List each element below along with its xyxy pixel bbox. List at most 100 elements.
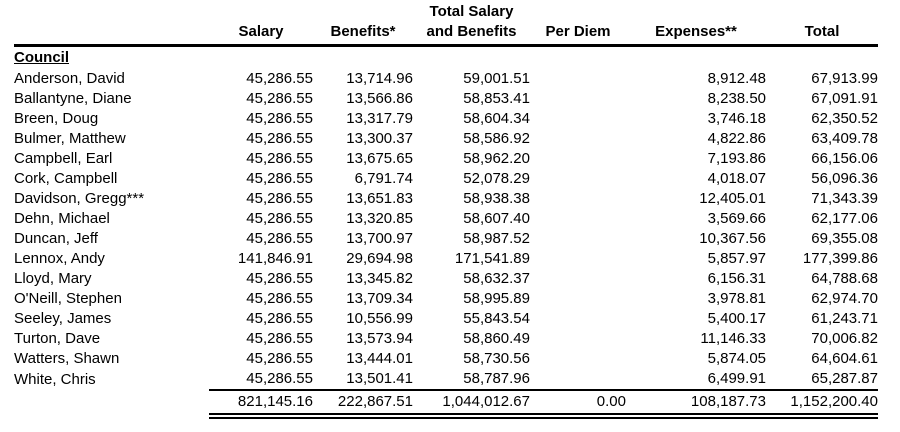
cell-name: Breen, Doug xyxy=(14,110,99,127)
cell-benefits: 13,345.82 xyxy=(346,270,413,287)
table-row: Seeley, James 45,286.55 10,556.99 55,843… xyxy=(14,309,878,329)
cell-expenses: 5,874.05 xyxy=(707,350,766,367)
cell-totals-total-salary-benefits: 1,044,012.67 xyxy=(413,389,530,419)
group-label: Council xyxy=(14,49,69,66)
cell-benefits: 13,566.86 xyxy=(346,90,413,107)
table-row: Bulmer, Matthew 45,286.55 13,300.37 58,5… xyxy=(14,129,878,149)
cell-benefits: 13,709.34 xyxy=(346,290,413,307)
table-header: Total Salary Salary Benefits* and Benefi… xyxy=(14,2,878,47)
cell-expenses: 3,569.66 xyxy=(707,210,766,227)
cell-salary: 45,286.55 xyxy=(246,190,313,207)
cell-per-diem xyxy=(530,129,626,149)
cell-per-diem xyxy=(530,149,626,169)
cell-total-salary-benefits: 58,962.20 xyxy=(463,150,530,167)
cell-benefits: 13,700.97 xyxy=(346,230,413,247)
cell-total: 67,091.91 xyxy=(811,90,878,107)
cell-per-diem xyxy=(530,189,626,209)
header-total-salary-line1: Total Salary xyxy=(429,3,514,20)
cell-per-diem xyxy=(530,369,626,390)
cell-total: 70,006.82 xyxy=(811,330,878,347)
group-row-council: Council xyxy=(14,46,878,70)
cell-totals-salary: 821,145.16 xyxy=(209,389,313,419)
table-row: Watters, Shawn 45,286.55 13,444.01 58,73… xyxy=(14,349,878,369)
cell-name: Seeley, James xyxy=(14,310,112,327)
cell-expenses: 12,405.01 xyxy=(699,190,766,207)
cell-expenses: 8,238.50 xyxy=(707,90,766,107)
cell-name: Dehn, Michael xyxy=(14,210,110,227)
table-row: Duncan, Jeff 45,286.55 13,700.97 58,987.… xyxy=(14,229,878,249)
cell-salary: 45,286.55 xyxy=(246,330,313,347)
cell-salary: 45,286.55 xyxy=(246,370,313,387)
cell-totals-total: 1,152,200.40 xyxy=(766,389,878,419)
table-row: White, Chris 45,286.55 13,501.41 58,787.… xyxy=(14,369,878,390)
cell-salary: 45,286.55 xyxy=(246,270,313,287)
cell-benefits: 13,714.96 xyxy=(346,70,413,87)
table-row: Lloyd, Mary 45,286.55 13,345.82 58,632.3… xyxy=(14,269,878,289)
cell-name: Ballantyne, Diane xyxy=(14,90,132,107)
cell-total: 177,399.86 xyxy=(802,250,878,267)
header-blank xyxy=(209,2,313,22)
header-blank xyxy=(530,2,626,22)
cell-per-diem xyxy=(530,209,626,229)
cell-salary: 45,286.55 xyxy=(246,70,313,87)
cell-name: Davidson, Gregg*** xyxy=(14,190,145,207)
cell-total-salary-benefits: 58,860.49 xyxy=(463,330,530,347)
cell-expenses: 5,857.97 xyxy=(707,250,766,267)
cell-name: White, Chris xyxy=(14,371,96,388)
cell-total: 63,409.78 xyxy=(811,130,878,147)
table-row: Campbell, Earl 45,286.55 13,675.65 58,96… xyxy=(14,149,878,169)
header-blank xyxy=(14,2,209,22)
table-row: Cork, Campbell 45,286.55 6,791.74 52,078… xyxy=(14,169,878,189)
cell-totals-benefits: 222,867.51 xyxy=(313,389,413,419)
cell-expenses: 7,193.86 xyxy=(707,150,766,167)
cell-name: Cork, Campbell xyxy=(14,170,118,187)
table-row: Breen, Doug 45,286.55 13,317.79 58,604.3… xyxy=(14,109,878,129)
cell-expenses: 4,018.07 xyxy=(707,170,766,187)
cell-name: Duncan, Jeff xyxy=(14,230,98,247)
header-per-diem: Per Diem xyxy=(530,22,626,47)
cell-salary: 45,286.55 xyxy=(246,350,313,367)
cell-total: 61,243.71 xyxy=(811,310,878,327)
cell-per-diem xyxy=(530,109,626,129)
cell-expenses: 5,400.17 xyxy=(707,310,766,327)
cell-name: Watters, Shawn xyxy=(14,350,120,367)
cell-salary: 45,286.55 xyxy=(246,130,313,147)
cell-total: 56,096.36 xyxy=(811,170,878,187)
cell-total-salary-benefits: 58,607.40 xyxy=(463,210,530,227)
cell-expenses: 8,912.48 xyxy=(707,70,766,87)
cell-name: Anderson, David xyxy=(14,70,125,87)
cell-total: 67,913.99 xyxy=(811,70,878,87)
cell-total: 64,788.68 xyxy=(811,270,878,287)
header-expenses: Expenses** xyxy=(626,22,766,47)
header-blank xyxy=(313,2,413,22)
table-row: Ballantyne, Diane 45,286.55 13,566.86 58… xyxy=(14,89,878,109)
cell-name: O'Neill, Stephen xyxy=(14,290,122,307)
cell-per-diem xyxy=(530,69,626,89)
cell-total-salary-benefits: 171,541.89 xyxy=(454,250,530,267)
cell-expenses: 6,156.31 xyxy=(707,270,766,287)
cell-total-salary-benefits: 58,632.37 xyxy=(463,270,530,287)
cell-total: 69,355.08 xyxy=(811,230,878,247)
totals-row: 821,145.16 222,867.51 1,044,012.67 0.00 … xyxy=(14,389,878,419)
cell-expenses: 3,978.81 xyxy=(707,290,766,307)
cell-benefits: 6,791.74 xyxy=(354,170,413,187)
cell-total-salary-benefits: 55,843.54 xyxy=(463,310,530,327)
cell-per-diem xyxy=(530,309,626,329)
cell-name: Lennox, Andy xyxy=(14,250,105,267)
header-blank xyxy=(626,2,766,22)
cell-name: Lloyd, Mary xyxy=(14,270,92,287)
table-body: Council Anderson, David 45,286.55 13,714… xyxy=(14,46,878,419)
cell-totals-per-diem: 0.00 xyxy=(530,389,626,419)
cell-benefits: 29,694.98 xyxy=(346,250,413,267)
cell-name: Campbell, Earl xyxy=(14,150,113,167)
cell-benefits: 13,320.85 xyxy=(346,210,413,227)
cell-total-salary-benefits: 58,787.96 xyxy=(463,370,530,387)
table-row: Turton, Dave 45,286.55 13,573.94 58,860.… xyxy=(14,329,878,349)
header-row-1: Total Salary xyxy=(14,2,878,22)
cell-per-diem xyxy=(530,329,626,349)
cell-per-diem xyxy=(530,289,626,309)
header-benefits: Benefits* xyxy=(313,22,413,47)
header-blank xyxy=(766,2,878,22)
cell-benefits: 13,651.83 xyxy=(346,190,413,207)
